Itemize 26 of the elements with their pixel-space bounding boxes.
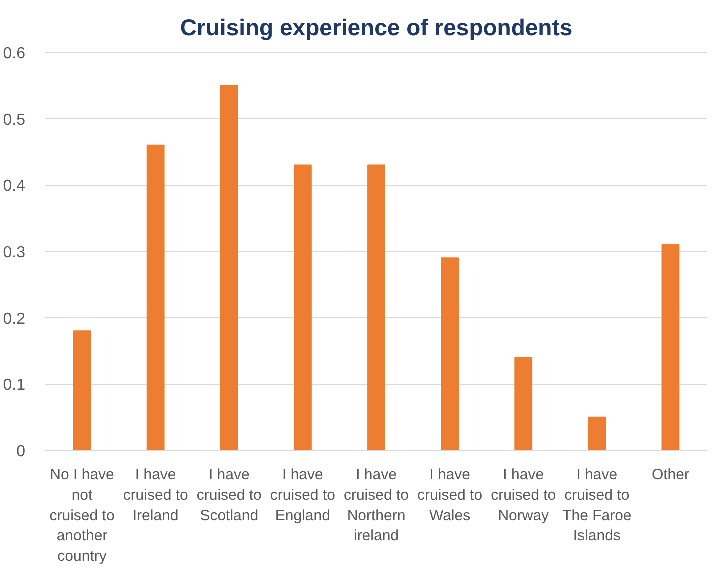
chart-title: Cruising experience of respondents xyxy=(180,14,573,40)
x-tick-label: I have cruised to Ireland xyxy=(123,466,188,524)
y-tick-label: 0.4 xyxy=(3,178,26,196)
x-tick-label: I have cruised to Northern ireland xyxy=(344,466,410,545)
x-tick-label: No I have not cruised to another country xyxy=(50,466,115,566)
bar xyxy=(588,416,606,450)
bar xyxy=(73,330,92,450)
bar xyxy=(294,164,312,450)
x-tick-label: I have cruised to Scotland xyxy=(196,466,262,524)
bar xyxy=(662,244,680,450)
y-tick-label: 0.6 xyxy=(3,46,26,62)
y-tick-label: 0.5 xyxy=(3,112,26,129)
x-tick-label: I have cruised to Wales xyxy=(418,466,483,524)
x-tick-label: I have cruised to Norway xyxy=(491,466,556,524)
y-tick-label: 0.2 xyxy=(3,310,26,328)
bar xyxy=(146,144,165,450)
x-tick-label: I have cruised to England xyxy=(270,466,336,524)
y-tick-label: 0.1 xyxy=(3,377,26,394)
y-tick-label: 0 xyxy=(16,444,26,460)
x-tick-label: Other xyxy=(652,466,690,484)
bar xyxy=(368,164,386,450)
y-tick-label: 0.3 xyxy=(3,244,26,262)
x-tick-label: I have cruised to The Faroe Islands xyxy=(562,466,632,545)
bar xyxy=(441,258,460,450)
bar xyxy=(514,357,533,450)
bar xyxy=(220,85,238,450)
